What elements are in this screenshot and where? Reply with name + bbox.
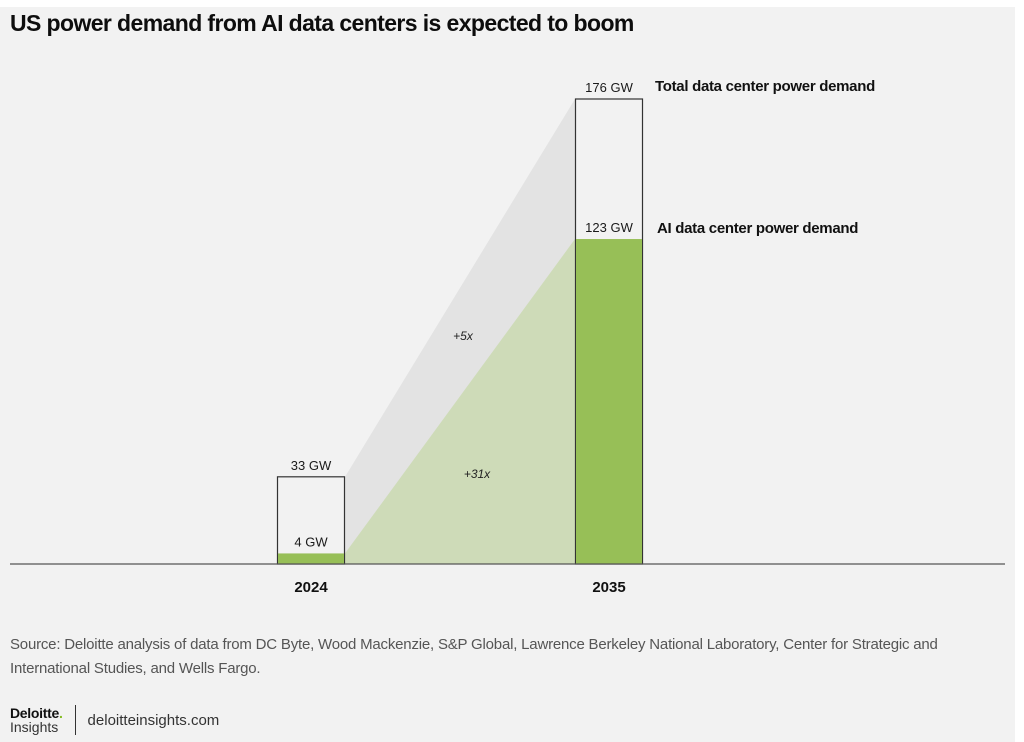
deloitte-insights-logo: Deloitte. Insights [10, 706, 63, 734]
brand-url[interactable]: deloitteinsights.com [87, 711, 220, 729]
value-label-total-2035: 176 GW [585, 80, 633, 95]
brand-footer: Deloitte. Insights deloitteinsights.com [10, 703, 219, 737]
x-tick-label-2035: 2035 [592, 579, 625, 596]
x-tick-label-2024: 2024 [294, 579, 328, 596]
value-label-ai-2024: 4 GW [294, 534, 328, 549]
brand-divider [74, 705, 76, 735]
bar-ai-2024 [278, 553, 344, 564]
value-label-ai-2035: 123 GW [585, 220, 633, 235]
bar-total-2024 [276, 476, 346, 565]
growth-band-ai [345, 239, 575, 564]
brand-sub: Insights [10, 719, 59, 735]
series-label-ai: AI data center power demand [657, 220, 858, 237]
source-note: Source: Deloitte analysis of data from D… [10, 636, 938, 677]
bar-ai-2035 [576, 239, 642, 564]
growth-label-total: +5x [453, 329, 474, 343]
chart-title: US power demand from AI data centers is … [10, 10, 634, 36]
brand-name: Deloitte [10, 705, 59, 721]
series-label-total: Total data center power demand [655, 78, 875, 95]
growth-label-ai: +31x [464, 467, 491, 481]
brand-dot: . [58, 705, 63, 721]
value-label-total-2024: 33 GW [291, 458, 332, 473]
